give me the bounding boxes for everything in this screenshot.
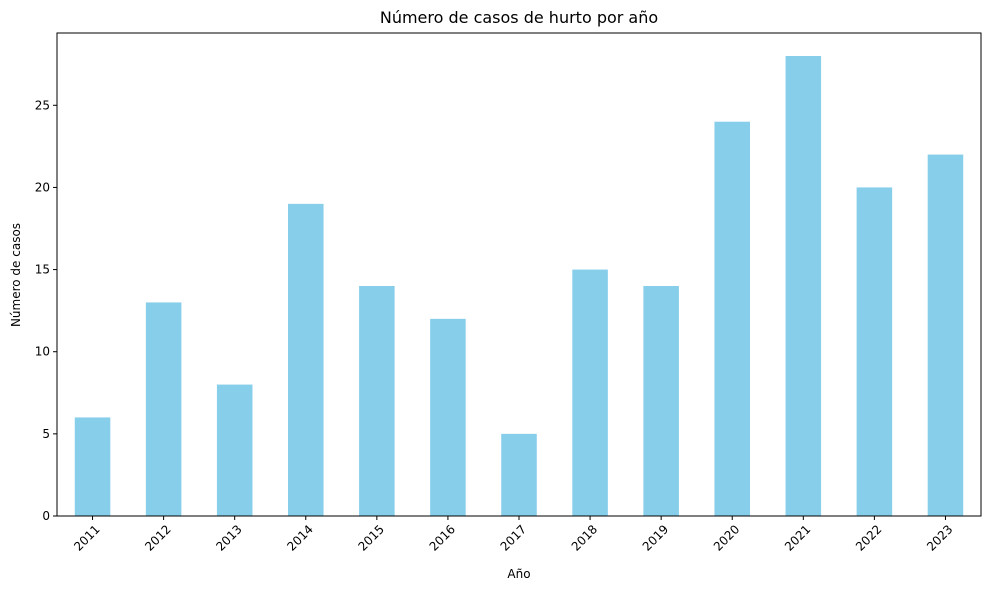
x-tick-label: 2014 bbox=[284, 522, 315, 553]
x-tick-label: 2013 bbox=[213, 522, 244, 553]
bar-2014 bbox=[288, 203, 324, 517]
bar-2018 bbox=[572, 269, 608, 516]
bar-2022 bbox=[856, 187, 893, 516]
y-tick-label: 10 bbox=[35, 345, 50, 359]
x-tick-label: 2015 bbox=[355, 522, 386, 553]
y-tick-label: 5 bbox=[42, 427, 50, 441]
bar-2019 bbox=[643, 286, 679, 516]
x-tick-label: 2021 bbox=[782, 522, 813, 553]
bar-2021 bbox=[785, 56, 822, 516]
x-tick-label: 2017 bbox=[498, 522, 529, 553]
x-tick-label: 2023 bbox=[924, 522, 955, 553]
bar-2012 bbox=[145, 302, 182, 516]
bar-2017 bbox=[501, 433, 537, 516]
x-axis-label: Año bbox=[507, 567, 530, 581]
y-axis-label: Número de casos bbox=[9, 223, 23, 327]
bar-2020 bbox=[714, 121, 750, 517]
x-tick-label: 2018 bbox=[569, 522, 600, 553]
plot-area: 2011 2012 2013 2014 2015 2016 2017 2018 2019 2020… bbox=[35, 32, 982, 554]
bar-2015 bbox=[359, 286, 395, 516]
axes-frame bbox=[56, 32, 982, 517]
x-tick-label: 2019 bbox=[640, 522, 671, 553]
x-tick-label: 2022 bbox=[853, 522, 884, 553]
x-tick-label: 2016 bbox=[427, 522, 458, 553]
y-tick-label: 0 bbox=[42, 509, 50, 523]
bar-2011 bbox=[74, 417, 111, 516]
x-tick-label: 2020 bbox=[711, 522, 742, 553]
y-tick-label: 15 bbox=[35, 263, 50, 277]
y-tick-label: 25 bbox=[35, 98, 50, 112]
bar-2013 bbox=[216, 384, 253, 516]
x-tick-label: 2011 bbox=[71, 522, 102, 553]
y-tick-label: 20 bbox=[35, 180, 50, 194]
bar-2016 bbox=[430, 318, 466, 516]
bar-2023 bbox=[927, 154, 964, 516]
chart-title: Número de casos de hurto por año bbox=[380, 8, 658, 27]
x-tick-label: 2012 bbox=[142, 522, 173, 553]
